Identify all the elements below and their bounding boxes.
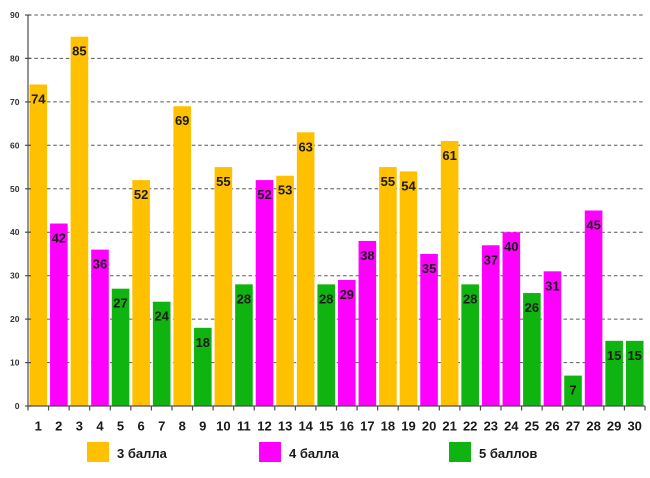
svg-text:45: 45 (586, 218, 600, 233)
svg-text:4 балла: 4 балла (289, 446, 340, 461)
svg-text:6: 6 (137, 419, 144, 434)
svg-text:22: 22 (463, 419, 477, 434)
svg-text:5 баллов: 5 баллов (479, 446, 537, 461)
svg-text:29: 29 (607, 419, 621, 434)
svg-text:31: 31 (545, 278, 559, 293)
svg-text:61: 61 (442, 148, 456, 163)
svg-text:18: 18 (381, 419, 395, 434)
svg-text:24: 24 (504, 419, 519, 434)
svg-text:80: 80 (10, 53, 20, 63)
svg-text:7: 7 (569, 383, 576, 398)
svg-text:55: 55 (381, 174, 395, 189)
svg-text:38: 38 (360, 248, 374, 263)
svg-text:15: 15 (319, 419, 333, 434)
svg-text:8: 8 (179, 419, 186, 434)
svg-text:3: 3 (76, 419, 83, 434)
svg-text:36: 36 (93, 257, 107, 272)
svg-text:1: 1 (35, 419, 42, 434)
svg-text:52: 52 (257, 187, 271, 202)
svg-text:35: 35 (422, 261, 436, 276)
svg-text:28: 28 (319, 291, 333, 306)
svg-text:27: 27 (113, 296, 127, 311)
svg-text:28: 28 (463, 291, 477, 306)
svg-text:30: 30 (627, 419, 641, 434)
svg-text:23: 23 (484, 419, 498, 434)
svg-text:74: 74 (31, 92, 46, 107)
svg-text:28: 28 (237, 291, 251, 306)
svg-text:14: 14 (298, 419, 313, 434)
svg-text:18: 18 (196, 335, 210, 350)
svg-text:50: 50 (10, 184, 20, 194)
svg-text:37: 37 (484, 252, 498, 267)
svg-text:9: 9 (199, 419, 206, 434)
svg-text:90: 90 (10, 10, 20, 20)
svg-text:0: 0 (15, 401, 20, 411)
svg-text:70: 70 (10, 97, 20, 107)
svg-text:19: 19 (401, 419, 415, 434)
svg-text:63: 63 (298, 139, 312, 154)
svg-text:20: 20 (422, 419, 436, 434)
svg-text:15: 15 (627, 348, 641, 363)
svg-text:13: 13 (278, 419, 292, 434)
svg-text:24: 24 (154, 309, 169, 324)
svg-text:15: 15 (607, 348, 621, 363)
svg-text:2: 2 (55, 419, 62, 434)
svg-text:7: 7 (158, 419, 165, 434)
svg-text:53: 53 (278, 183, 292, 198)
svg-text:60: 60 (10, 140, 20, 150)
svg-text:40: 40 (10, 227, 20, 237)
svg-text:11: 11 (237, 419, 251, 434)
svg-text:12: 12 (257, 419, 271, 434)
svg-text:42: 42 (52, 231, 66, 246)
svg-text:25: 25 (525, 419, 539, 434)
svg-text:16: 16 (340, 419, 354, 434)
svg-text:40: 40 (504, 239, 518, 254)
svg-text:85: 85 (72, 44, 86, 59)
svg-text:26: 26 (525, 300, 539, 315)
svg-text:17: 17 (360, 419, 374, 434)
svg-text:3 балла: 3 балла (117, 446, 168, 461)
svg-text:5: 5 (117, 419, 124, 434)
svg-text:29: 29 (340, 287, 354, 302)
svg-text:10: 10 (10, 358, 20, 368)
svg-text:26: 26 (545, 419, 559, 434)
svg-text:20: 20 (10, 314, 20, 324)
svg-text:21: 21 (442, 419, 456, 434)
svg-text:30: 30 (10, 271, 20, 281)
svg-text:55: 55 (216, 174, 230, 189)
svg-text:52: 52 (134, 187, 148, 202)
svg-text:54: 54 (401, 178, 416, 193)
svg-text:10: 10 (216, 419, 230, 434)
svg-text:27: 27 (566, 419, 580, 434)
svg-text:4: 4 (96, 419, 104, 434)
svg-text:69: 69 (175, 113, 189, 128)
svg-text:28: 28 (586, 419, 600, 434)
